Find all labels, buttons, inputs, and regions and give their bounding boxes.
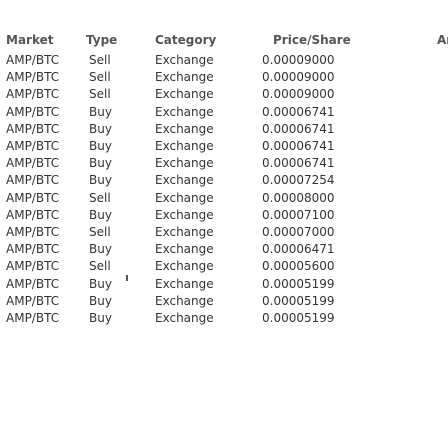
table-row[interactable]: AMP/BTC Sell Exchange 0.00007000 <box>0 224 448 241</box>
table-row[interactable]: AMP/BTC Sell Exchange 0.00009000 <box>0 86 448 103</box>
mouse-cursor <box>126 275 128 281</box>
column-header-market[interactable]: Market <box>6 33 54 47</box>
cell-market: AMP/BTC <box>6 259 60 274</box>
cell-price-share: 0.00005600 <box>262 259 335 274</box>
table-row[interactable]: AMP/BTC Buy Exchange 0.00005199 <box>0 310 448 327</box>
column-header-type[interactable]: Type <box>86 33 118 47</box>
cell-type: Buy <box>89 293 112 308</box>
cell-market: AMP/BTC <box>6 156 60 171</box>
cell-price-share: 0.00006741 <box>262 139 335 153</box>
cell-price-share: 0.00007100 <box>262 207 335 222</box>
table-row[interactable]: AMP/BTC Sell Exchange 0.00009000 <box>0 52 448 69</box>
cell-market: AMP/BTC <box>6 293 60 308</box>
cell-market: AMP/BTC <box>6 70 60 85</box>
cell-price-share: 0.00005199 <box>262 293 335 308</box>
cell-price-share: 0.00006741 <box>262 121 335 136</box>
cell-market: AMP/BTC <box>6 173 60 188</box>
cell-category: Exchange <box>155 173 214 188</box>
cell-price-share: 0.00006741 <box>262 104 335 119</box>
table-row[interactable]: AMP/BTC Buy Exchange 0.00006741 <box>0 155 448 172</box>
cell-category: Exchange <box>155 121 214 136</box>
cell-type: Buy <box>89 173 112 188</box>
cell-market: AMP/BTC <box>6 121 60 136</box>
cell-price-share: 0.00006471 <box>262 242 335 257</box>
cell-category: Exchange <box>155 276 214 291</box>
table-row[interactable]: AMP/BTC Buy Exchange 0.00007100 <box>0 207 448 224</box>
table-row[interactable]: AMP/BTC Buy Exchange 0.00006741 <box>0 121 448 138</box>
cell-type: Buy <box>89 121 112 136</box>
cell-category: Exchange <box>155 293 214 308</box>
cell-category: Exchange <box>155 190 214 205</box>
table-row[interactable]: AMP/BTC Buy Exchange 0.00005199 <box>0 276 448 293</box>
cell-type: Buy <box>89 207 112 222</box>
column-header-price-share[interactable]: Price/Share <box>273 33 351 47</box>
table-row[interactable]: AMP/BTC Sell Exchange 0.00009000 <box>0 69 448 86</box>
cell-type: Buy <box>89 276 112 291</box>
table-row[interactable]: AMP/BTC Buy Exchange 0.00005199 <box>0 293 448 310</box>
cell-category: Exchange <box>155 156 214 171</box>
cell-type: Sell <box>89 70 111 85</box>
cell-price-share: 0.00006741 <box>262 156 335 171</box>
cell-category: Exchange <box>155 242 214 257</box>
cell-market: AMP/BTC <box>6 207 60 222</box>
table-row[interactable]: AMP/BTC Buy Exchange 0.00007254 <box>0 172 448 189</box>
cell-type: Buy <box>89 104 112 119</box>
cell-market: AMP/BTC <box>6 104 60 119</box>
cell-type: Buy <box>89 242 112 257</box>
cell-category: Exchange <box>155 207 214 222</box>
column-header-category[interactable]: Category <box>155 33 217 47</box>
cell-category: Exchange <box>155 53 214 67</box>
cell-price-share: 0.00009000 <box>262 87 335 102</box>
cell-price-share: 0.00005199 <box>262 276 335 291</box>
cell-type: Buy <box>89 156 112 171</box>
table-row[interactable]: AMP/BTC Buy Exchange 0.00006741 <box>0 138 448 155</box>
cell-market: AMP/BTC <box>6 139 60 153</box>
cell-type: Buy <box>89 311 112 325</box>
cell-price-share: 0.00005199 <box>262 311 335 325</box>
table-row[interactable]: AMP/BTC Buy Exchange 0.00006741 <box>0 104 448 121</box>
cell-price-share: 0.00009000 <box>262 53 335 67</box>
cell-market: AMP/BTC <box>6 53 60 67</box>
cell-category: Exchange <box>155 311 214 325</box>
cell-type: Buy <box>89 139 112 153</box>
cell-category: Exchange <box>155 259 214 274</box>
cell-category: Exchange <box>155 139 214 153</box>
table-row[interactable]: AMP/BTC Sell Exchange 0.00008000 <box>0 190 448 207</box>
cell-price-share: 0.00008000 <box>262 190 335 205</box>
cell-type: Sell <box>89 53 111 67</box>
cell-market: AMP/BTC <box>6 311 60 325</box>
cell-market: AMP/BTC <box>6 87 60 102</box>
cell-category: Exchange <box>155 104 214 119</box>
cell-market: AMP/BTC <box>6 225 60 239</box>
cell-category: Exchange <box>155 87 214 102</box>
cell-price-share: 0.00009000 <box>262 70 335 85</box>
table-row[interactable]: AMP/BTC Buy Exchange 0.00006471 <box>0 241 448 258</box>
cell-type: Sell <box>89 87 111 102</box>
column-header-amount[interactable]: Ar <box>437 33 448 47</box>
cell-price-share: 0.00007254 <box>262 173 335 188</box>
cell-price-share: 0.00007000 <box>262 225 335 239</box>
table-row[interactable]: AMP/BTC Sell Exchange 0.00005600 <box>0 258 448 275</box>
cell-type: Sell <box>89 225 111 239</box>
cell-category: Exchange <box>155 70 214 85</box>
cell-category: Exchange <box>155 225 214 239</box>
cell-market: AMP/BTC <box>6 190 60 205</box>
cell-market: AMP/BTC <box>6 276 60 291</box>
cell-market: AMP/BTC <box>6 242 60 257</box>
cell-type: Sell <box>89 190 111 205</box>
cell-type: Sell <box>89 259 111 274</box>
